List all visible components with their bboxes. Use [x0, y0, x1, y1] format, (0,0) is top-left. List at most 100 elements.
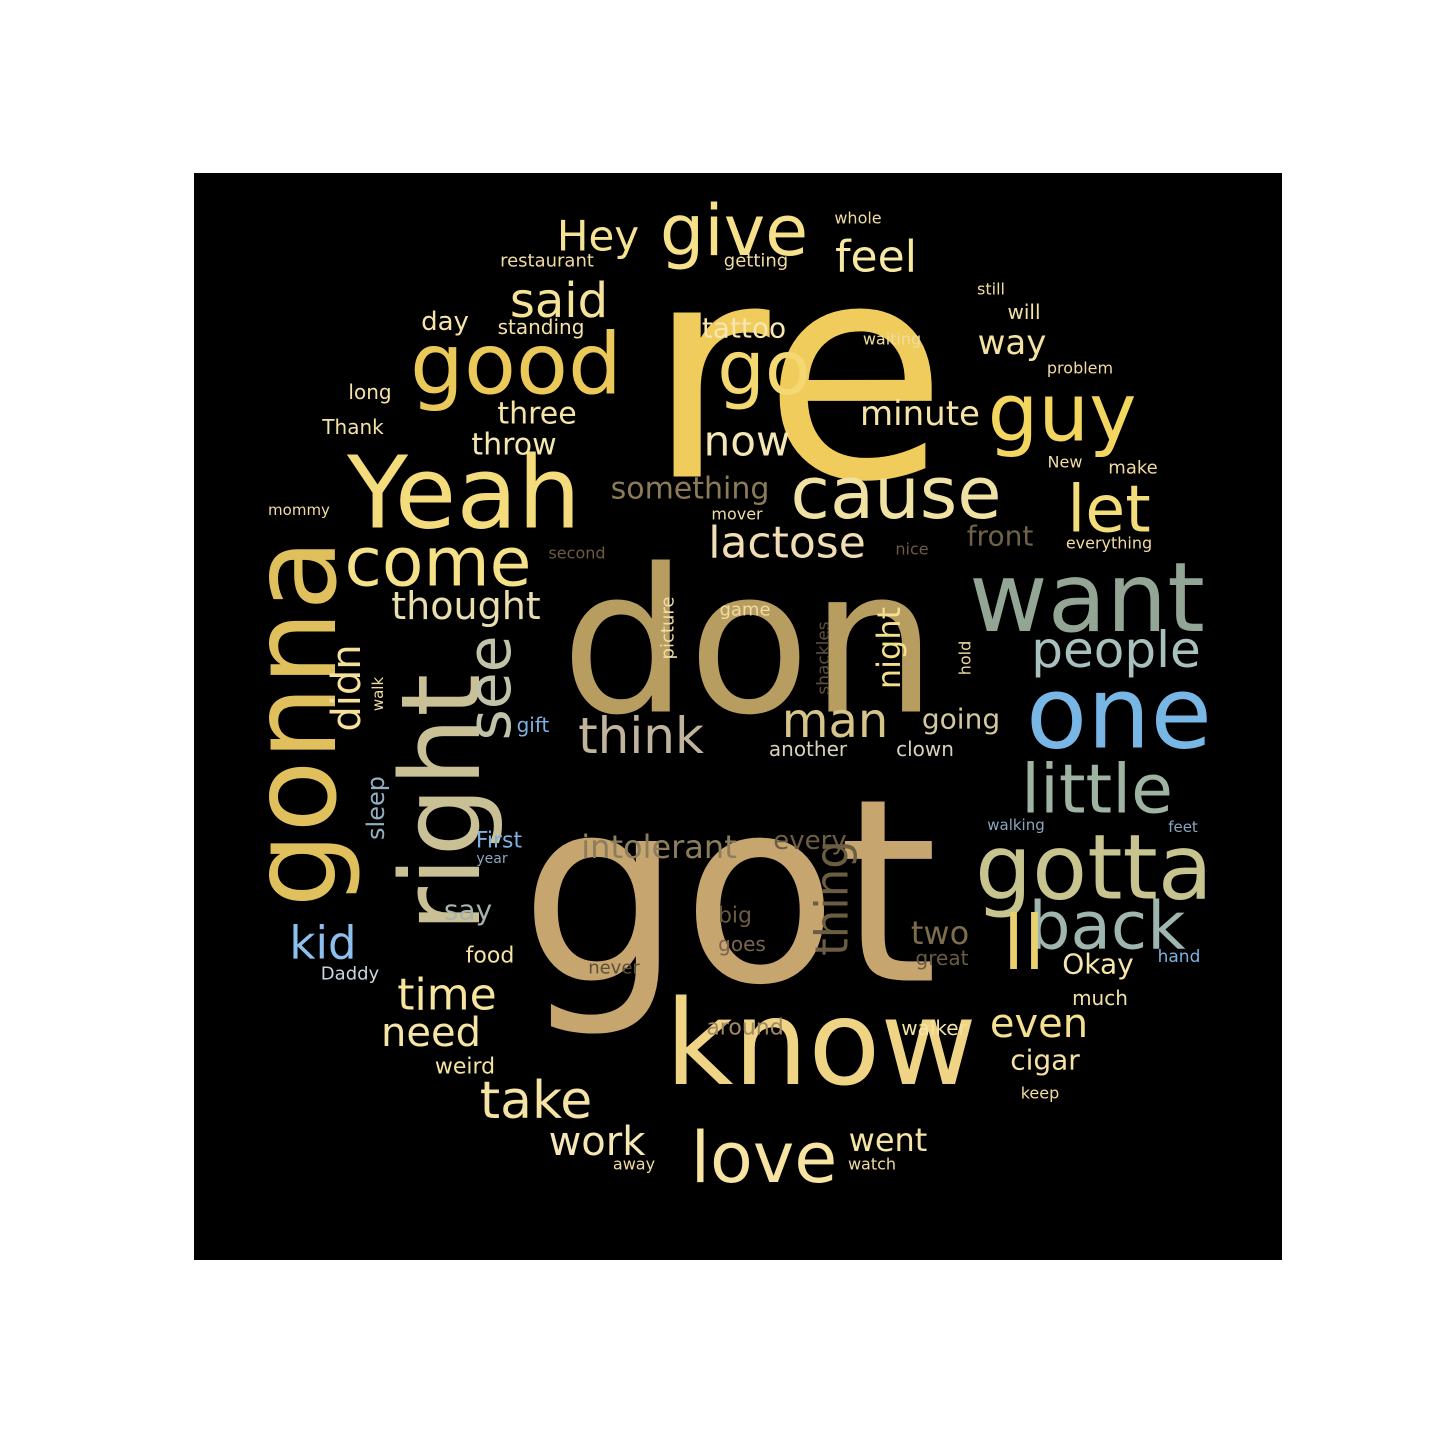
- cloud-word-tattoo: tattoo: [702, 312, 786, 345]
- cloud-word-hey: Hey: [557, 212, 639, 261]
- cloud-word-daddy: Daddy: [321, 964, 380, 985]
- cloud-word-goes: goes: [718, 932, 766, 956]
- cloud-word-night: night: [870, 607, 908, 689]
- cloud-word-another: another: [769, 737, 848, 761]
- cloud-word-don: don: [561, 527, 937, 760]
- cloud-word-thought: thought: [391, 584, 540, 628]
- cloud-word-second: second: [548, 544, 605, 563]
- cloud-word-lactose: lactose: [708, 518, 866, 569]
- cloud-word-let: let: [1067, 473, 1151, 548]
- cloud-word-say: say: [444, 894, 492, 927]
- cloud-word-feel: feel: [835, 232, 917, 283]
- cloud-word-long: long: [348, 380, 391, 404]
- cloud-word-didn: didn: [324, 644, 370, 731]
- cloud-word-way: way: [978, 323, 1047, 363]
- cloud-word-little: little: [1021, 751, 1173, 830]
- cloud-word-kid: kid: [289, 917, 356, 970]
- cloud-word-see: see: [455, 635, 525, 740]
- cloud-word-give: give: [660, 190, 808, 272]
- cloud-word-go: go: [717, 324, 811, 412]
- cloud-word-re: re: [646, 199, 947, 548]
- cloud-word-want: want: [969, 542, 1205, 654]
- cloud-word-gotta: gotta: [975, 816, 1213, 921]
- word-cloud: re got don know Yeah right gonna want one gotta go…: [194, 173, 1282, 1260]
- cloud-word-food: food: [466, 944, 515, 969]
- cloud-word-mommy: mommy: [268, 501, 330, 519]
- cloud-word-mover: mover: [711, 505, 763, 524]
- cloud-word-thank: Thank: [321, 415, 384, 439]
- cloud-word-something: something: [611, 472, 770, 507]
- cloud-word-hold: hold: [956, 641, 975, 676]
- cloud-word-minute: minute: [860, 394, 980, 434]
- cloud-word-two: two: [911, 914, 969, 952]
- cloud-word-new: New: [1048, 453, 1083, 472]
- cloud-word-standing: standing: [498, 315, 585, 339]
- cloud-word-keep: keep: [1021, 1084, 1060, 1103]
- cloud-word-everything: everything: [1066, 534, 1152, 553]
- cloud-word-day: day: [421, 307, 469, 337]
- cloud-word-around: around: [706, 1016, 783, 1041]
- cloud-word-getting: getting: [724, 251, 788, 272]
- cloud-word-watch: watch: [848, 1155, 896, 1174]
- cloud-word-need: need: [381, 1010, 481, 1056]
- cloud-word-got: got: [520, 745, 938, 1042]
- cloud-word-people: people: [1031, 621, 1200, 679]
- cloud-word-every: every: [773, 826, 846, 856]
- cloud-word-away: away: [613, 1155, 655, 1174]
- cloud-word-sleep: sleep: [362, 776, 390, 840]
- cloud-word-gift: gift: [517, 713, 550, 737]
- cloud-word-now: now: [704, 417, 791, 466]
- cloud-word-will: will: [1007, 300, 1040, 324]
- cloud-word-game: game: [719, 600, 770, 621]
- cloud-word-even: even: [990, 1001, 1088, 1047]
- cloud-word-feet: feet: [1168, 818, 1198, 836]
- cloud-word-guy: guy: [988, 367, 1137, 460]
- cloud-word-weird: weird: [435, 1055, 495, 1080]
- cloud-word-yeah: Yeah: [346, 435, 581, 552]
- cloud-word-okay: Okay: [1062, 948, 1134, 981]
- cloud-word-went: went: [849, 1121, 928, 1159]
- cloud-word-thing: thing: [806, 840, 859, 956]
- cloud-word-still: still: [977, 280, 1005, 299]
- cloud-word-back: back: [1029, 888, 1187, 965]
- cloud-word-walking: walking: [987, 816, 1045, 834]
- cloud-word-problem: problem: [1047, 359, 1113, 378]
- cloud-word-know: know: [665, 974, 977, 1112]
- cloud-word-come: come: [344, 524, 531, 603]
- cloud-word-man: man: [782, 693, 889, 749]
- cloud-word-never: never: [588, 958, 640, 979]
- cloud-word-love: love: [691, 1117, 838, 1199]
- cloud-word-right: right: [377, 674, 505, 932]
- cloud-word-time: time: [397, 970, 496, 1021]
- cloud-word-walker: walker: [901, 1016, 967, 1040]
- cloud-word-cigar: cigar: [1010, 1044, 1080, 1077]
- cloud-word-much: much: [1072, 986, 1128, 1010]
- cloud-word-gonna: gonna: [225, 539, 363, 908]
- cloud-word-said: said: [510, 273, 608, 329]
- cloud-word-cause: cause: [790, 451, 1001, 535]
- cloud-word-make: make: [1108, 458, 1157, 479]
- cloud-word-shackles: shackles: [814, 621, 834, 694]
- cloud-word-whole: whole: [834, 209, 881, 228]
- cloud-word-year: year: [476, 851, 507, 867]
- cloud-word-take: take: [480, 1071, 593, 1131]
- cloud-word-nice: nice: [895, 540, 928, 559]
- cloud-word-great: great: [916, 946, 969, 970]
- cloud-word-restaurant: restaurant: [500, 251, 594, 272]
- cloud-word-hand: hand: [1158, 947, 1201, 967]
- cloud-word-throw: throw: [471, 428, 556, 463]
- cloud-word-front: front: [967, 520, 1034, 553]
- cloud-word-good: good: [410, 316, 622, 415]
- cloud-word-waiting: waiting: [863, 330, 921, 349]
- cloud-word-walk: walk: [369, 677, 387, 712]
- cloud-word-going: going: [922, 703, 1000, 736]
- cloud-word-first: First: [476, 829, 523, 854]
- cloud-word-three: three: [497, 397, 576, 432]
- cloud-word-ll: ll: [1003, 899, 1045, 987]
- cloud-word-picture: picture: [658, 597, 679, 660]
- cloud-word-clown: clown: [896, 737, 954, 761]
- cloud-word-big: big: [718, 904, 752, 929]
- cloud-word-think: think: [578, 707, 704, 765]
- cloud-word-intolerant: intolerant: [581, 828, 736, 866]
